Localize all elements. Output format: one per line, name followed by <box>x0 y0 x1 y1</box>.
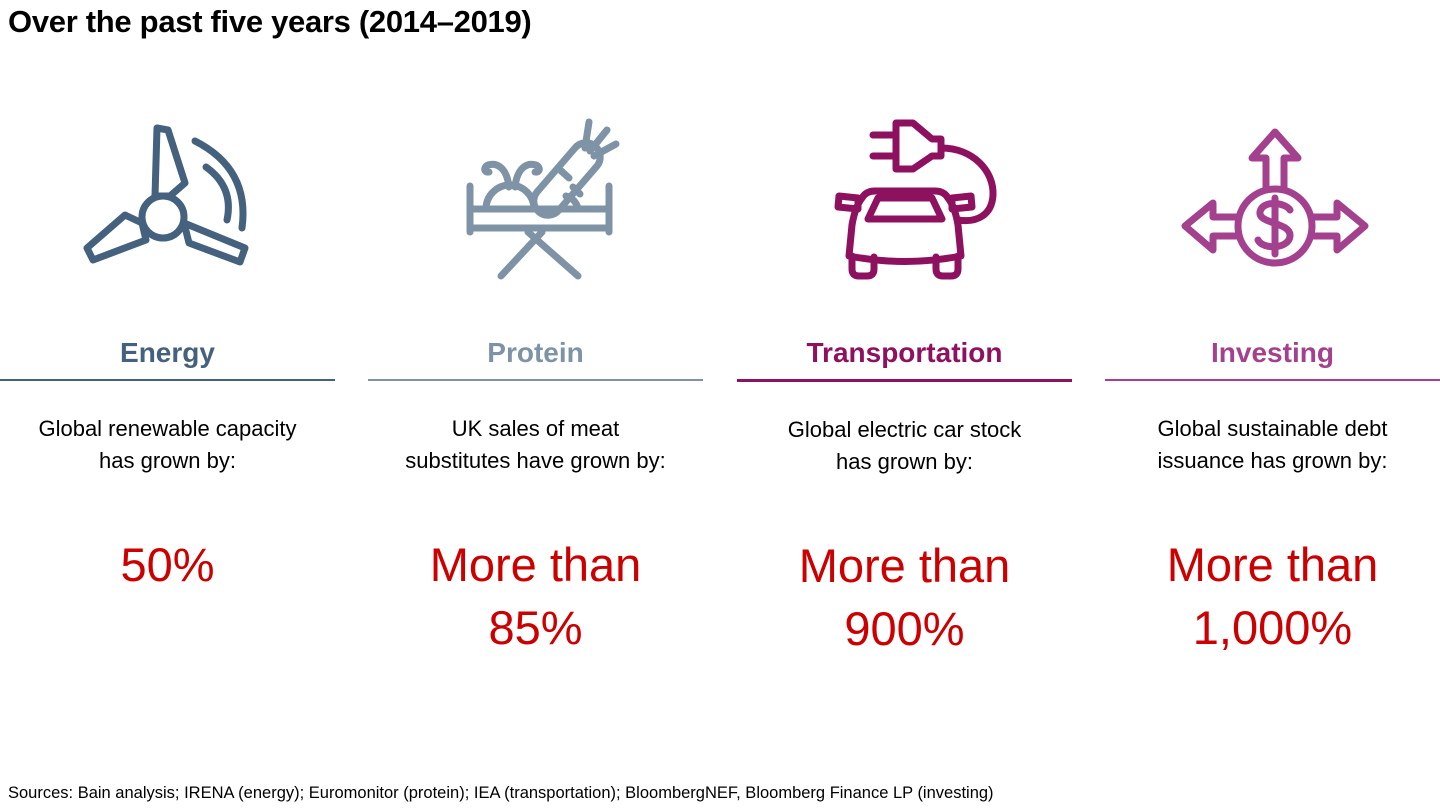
category-underline: Energy <box>0 336 335 381</box>
electric-car-plug-icon <box>737 98 1072 300</box>
category-description: Global renewable capacity has grown by: <box>0 413 335 477</box>
category-label-energy: Energy <box>120 337 215 368</box>
category-label-protein: Protein <box>487 337 584 368</box>
figure-title: Over the past five years (2014–2019) <box>8 4 532 39</box>
column-transportation: Transportation Global electric car stock… <box>737 0 1072 660</box>
growth-stat: More than 85% <box>368 533 703 659</box>
description-line: substitutes have grown by: <box>405 448 666 473</box>
category-description: Global electric car stock has grown by: <box>737 414 1072 478</box>
growth-stat: More than 900% <box>737 534 1072 660</box>
description-line: UK sales of meat <box>451 416 620 441</box>
column-energy: Energy Global renewable capacity has gro… <box>0 0 335 596</box>
description-line: issuance has grown by: <box>1157 448 1388 473</box>
category-underline: Protein <box>368 336 703 381</box>
stat-line: 900% <box>844 602 965 655</box>
category-description: UK sales of meat substitutes have grown … <box>368 413 703 477</box>
category-label-transportation: Transportation <box>806 337 1003 368</box>
stat-line: More than <box>798 539 1011 592</box>
vegetable-crate-icon <box>368 98 703 300</box>
growth-stat: 50% <box>0 533 335 596</box>
growth-stat: More than 1,000% <box>1105 533 1440 659</box>
stat-line: More than <box>429 538 642 591</box>
column-protein: Protein UK sales of meat substitutes hav… <box>368 0 703 659</box>
description-line: Global sustainable debt <box>1157 416 1388 441</box>
category-underline: Transportation <box>737 336 1072 382</box>
description-line: has grown by: <box>99 448 236 473</box>
stat-line: 50% <box>120 538 215 591</box>
description-line: Global electric car stock <box>787 417 1022 442</box>
dollar-arrows-icon <box>1105 98 1440 300</box>
stat-line: 85% <box>488 601 583 654</box>
stat-line: More than <box>1166 538 1379 591</box>
category-description: Global sustainable debt issuance has gro… <box>1105 413 1440 477</box>
stat-line: 1,000% <box>1192 601 1353 654</box>
column-investing: Investing Global sustainable debt issuan… <box>1105 0 1440 659</box>
description-line: Global renewable capacity <box>38 416 297 441</box>
category-underline: Investing <box>1105 336 1440 381</box>
category-label-investing: Investing <box>1211 337 1334 368</box>
sources-note: Sources: Bain analysis; IRENA (energy); … <box>8 784 994 802</box>
description-line: has grown by: <box>836 449 973 474</box>
wind-turbine-icon <box>0 98 335 300</box>
